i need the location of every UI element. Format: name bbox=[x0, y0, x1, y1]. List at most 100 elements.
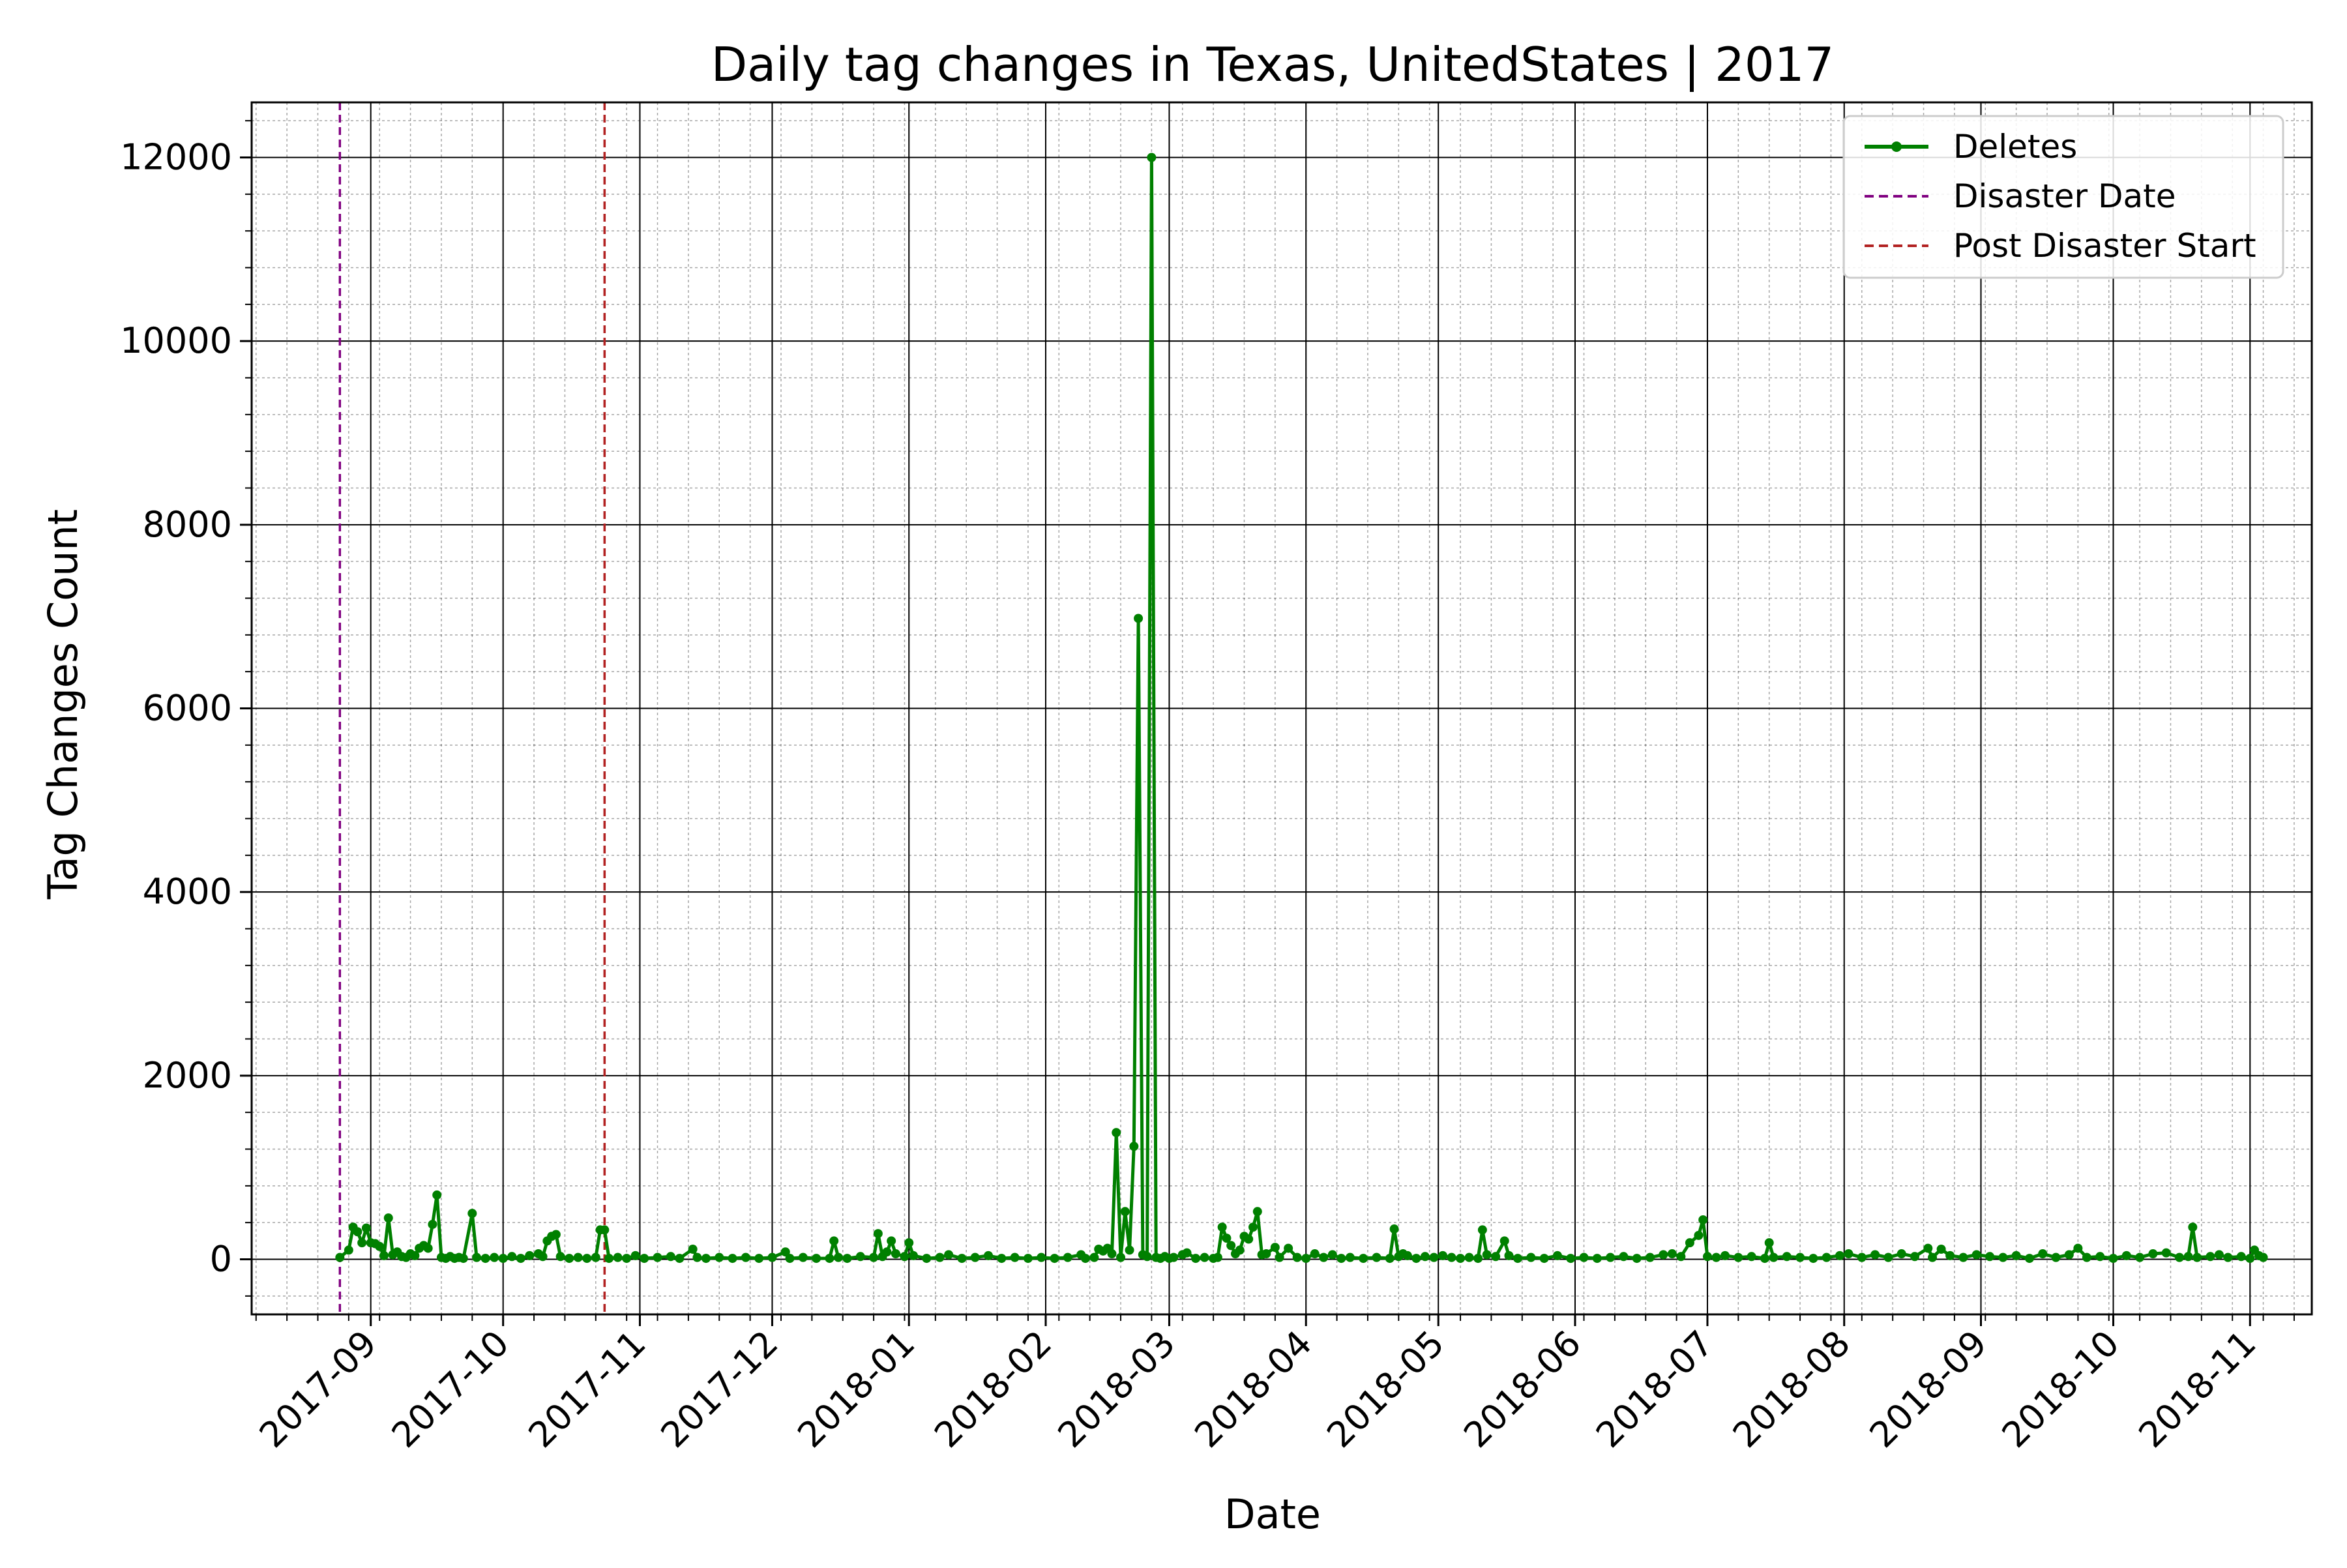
data-point bbox=[1835, 1250, 1844, 1260]
data-point bbox=[1910, 1252, 1920, 1262]
data-point bbox=[887, 1236, 896, 1246]
data-point bbox=[591, 1252, 600, 1262]
data-point bbox=[1945, 1250, 1955, 1260]
data-point bbox=[2223, 1252, 2233, 1262]
data-point bbox=[353, 1227, 362, 1237]
data-point bbox=[780, 1247, 790, 1257]
data-point bbox=[1504, 1250, 1514, 1260]
x-tick-label: 2017-12 bbox=[653, 1323, 786, 1456]
data-point bbox=[2024, 1254, 2034, 1264]
y-tick-label: 10000 bbox=[120, 320, 232, 361]
data-point bbox=[1897, 1249, 1906, 1259]
data-point bbox=[1147, 153, 1157, 162]
x-tick-label: 2017-11 bbox=[521, 1323, 654, 1456]
data-point bbox=[798, 1252, 808, 1262]
data-point bbox=[525, 1250, 535, 1260]
data-point bbox=[1252, 1207, 1262, 1217]
data-point bbox=[604, 1254, 614, 1264]
data-point bbox=[1659, 1250, 1668, 1260]
data-point bbox=[1429, 1252, 1439, 1262]
legend-deletes-marker bbox=[1891, 141, 1902, 152]
data-point bbox=[1217, 1222, 1227, 1232]
data-point bbox=[1592, 1254, 1602, 1264]
data-point bbox=[2188, 1222, 2198, 1232]
data-point bbox=[900, 1252, 909, 1262]
data-point bbox=[1200, 1252, 1209, 1262]
data-point bbox=[335, 1252, 345, 1262]
data-point bbox=[1844, 1249, 1853, 1259]
x-tick-label: 2018-03 bbox=[1050, 1323, 1183, 1456]
data-point bbox=[935, 1252, 945, 1262]
y-tick-label: 6000 bbox=[143, 688, 232, 729]
data-point bbox=[573, 1252, 583, 1262]
data-point bbox=[498, 1254, 508, 1264]
data-point bbox=[1080, 1254, 1090, 1264]
data-point bbox=[1447, 1252, 1456, 1262]
data-point bbox=[410, 1250, 420, 1260]
data-point bbox=[675, 1254, 685, 1264]
data-point bbox=[1958, 1252, 1968, 1262]
data-point bbox=[1411, 1254, 1421, 1264]
data-point bbox=[1760, 1254, 1769, 1264]
data-point bbox=[741, 1252, 750, 1262]
data-point bbox=[507, 1252, 517, 1262]
x-axis-label: Date bbox=[1224, 1490, 1321, 1538]
legend: Deletes Disaster Date Post Disaster Star… bbox=[1842, 115, 2284, 279]
legend-deletes-label: Deletes bbox=[1953, 128, 2077, 166]
data-point bbox=[1402, 1250, 1412, 1260]
data-point bbox=[1491, 1252, 1501, 1262]
data-point bbox=[728, 1254, 737, 1264]
data-point bbox=[922, 1254, 932, 1264]
data-point bbox=[582, 1254, 592, 1264]
data-point bbox=[1037, 1252, 1046, 1262]
data-point bbox=[1499, 1236, 1509, 1246]
data-point bbox=[1023, 1254, 1033, 1264]
x-tick-label: 2017-10 bbox=[384, 1323, 517, 1456]
data-point bbox=[1619, 1252, 1629, 1262]
data-point bbox=[1213, 1252, 1222, 1262]
legend-box bbox=[1842, 115, 2284, 279]
data-point bbox=[1998, 1252, 2008, 1262]
data-point bbox=[944, 1250, 954, 1260]
data-point bbox=[1389, 1224, 1399, 1234]
data-point bbox=[1795, 1252, 1805, 1262]
data-point bbox=[1734, 1252, 1743, 1262]
data-point bbox=[1222, 1234, 1232, 1243]
data-point bbox=[1120, 1207, 1130, 1217]
data-point bbox=[873, 1229, 883, 1239]
data-point bbox=[1235, 1245, 1245, 1255]
data-point bbox=[855, 1252, 865, 1262]
data-point bbox=[2258, 1252, 2268, 1262]
data-point bbox=[1248, 1222, 1258, 1232]
data-point bbox=[1566, 1254, 1576, 1264]
data-point bbox=[2245, 1254, 2255, 1264]
data-point bbox=[1244, 1234, 1254, 1244]
data-point bbox=[472, 1252, 482, 1262]
data-point bbox=[1985, 1252, 1995, 1262]
data-point bbox=[1420, 1252, 1430, 1262]
data-point bbox=[1050, 1254, 1059, 1264]
data-point bbox=[428, 1219, 437, 1229]
data-point bbox=[1720, 1250, 1730, 1260]
data-point bbox=[2206, 1252, 2215, 1262]
data-point bbox=[1301, 1254, 1311, 1264]
data-point bbox=[1169, 1252, 1179, 1262]
data-point bbox=[957, 1254, 967, 1264]
data-point bbox=[1539, 1254, 1549, 1264]
x-tick-label: 2018-10 bbox=[1994, 1323, 2127, 1456]
data-point bbox=[565, 1254, 574, 1264]
data-point bbox=[1702, 1252, 1712, 1262]
x-tick-label: 2018-08 bbox=[1725, 1323, 1858, 1456]
data-point bbox=[1782, 1252, 1792, 1262]
data-point bbox=[2082, 1252, 2091, 1262]
data-point bbox=[2011, 1250, 2021, 1260]
data-point bbox=[613, 1252, 623, 1262]
data-point bbox=[1327, 1250, 1337, 1260]
data-point bbox=[640, 1254, 649, 1264]
data-point bbox=[1089, 1252, 1099, 1262]
data-point bbox=[1226, 1241, 1236, 1250]
data-point bbox=[701, 1254, 711, 1264]
data-point bbox=[2095, 1252, 2105, 1262]
data-point bbox=[375, 1241, 385, 1251]
